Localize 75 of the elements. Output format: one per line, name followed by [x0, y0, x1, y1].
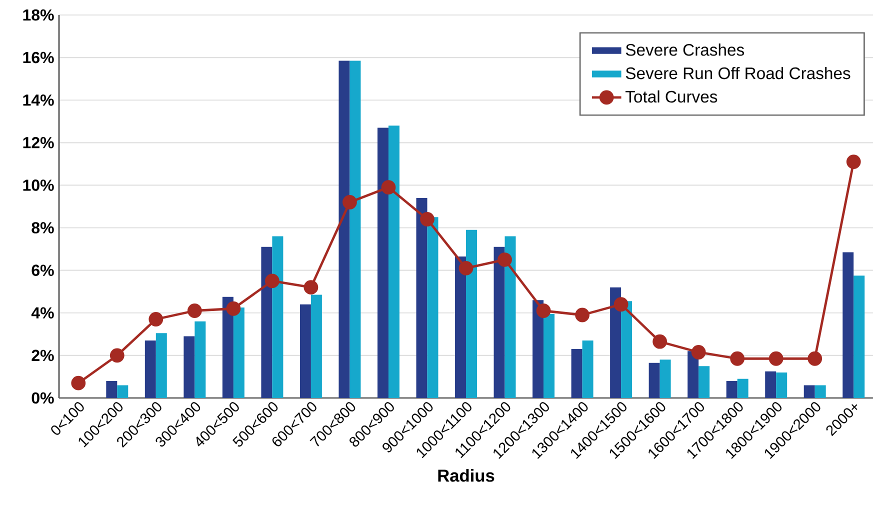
legend-label: Total Curves: [626, 90, 718, 103]
point: [265, 274, 280, 288]
bar: [660, 360, 671, 398]
point: [808, 351, 822, 366]
point: [148, 312, 164, 326]
bar: [814, 385, 826, 398]
point: [730, 351, 745, 366]
bar: [427, 217, 438, 398]
point: [304, 280, 318, 295]
bar: [117, 385, 128, 398]
bar: [610, 287, 622, 398]
point: [575, 308, 590, 322]
bar: [544, 314, 555, 398]
bar: [455, 256, 466, 398]
bar: [300, 304, 311, 398]
point: [614, 297, 628, 312]
bar: [582, 340, 594, 398]
point: [498, 252, 512, 267]
point: [187, 304, 202, 318]
bar: [338, 60, 350, 398]
y-tick-label: 14%: [23, 94, 54, 106]
point: [691, 345, 706, 360]
y-tick-label: 0%: [32, 392, 54, 404]
point: [110, 348, 124, 363]
bar: [184, 336, 195, 398]
bar: [842, 252, 854, 398]
y-tick-label: 18%: [23, 9, 54, 21]
bar: [621, 301, 632, 398]
point: [342, 195, 357, 210]
bar: [571, 349, 582, 398]
bar: [388, 126, 400, 398]
bar: [156, 333, 167, 398]
point: [846, 154, 861, 170]
y-tick-label: 2%: [32, 350, 54, 362]
bar: [737, 378, 748, 398]
point: [226, 301, 241, 316]
legend-label: Severe Run Off Road Crashes: [626, 66, 850, 80]
bar: [726, 380, 738, 398]
point: [381, 180, 396, 195]
bar: [272, 236, 284, 398]
bar: [504, 236, 516, 398]
y-tick-label: 8%: [32, 222, 54, 234]
point: [420, 212, 434, 226]
bar: [532, 300, 544, 398]
bar: [233, 308, 244, 398]
bar: [804, 385, 815, 398]
point: [768, 351, 784, 366]
y-tick-label: 10%: [23, 180, 54, 191]
bar: [494, 246, 505, 398]
bar: [466, 230, 477, 398]
bar: [688, 351, 699, 398]
y-tick-label: 12%: [23, 137, 54, 148]
bar: [222, 296, 234, 398]
bar: [144, 340, 156, 398]
x-axis-title: Radius: [438, 469, 494, 482]
bar: [854, 276, 865, 398]
y-tick-label: 6%: [32, 264, 54, 276]
bar: [310, 294, 322, 398]
bar: [776, 372, 788, 398]
bar: [765, 371, 776, 398]
bar: [416, 198, 428, 398]
bar: [261, 246, 272, 398]
bar: [377, 128, 388, 398]
bar: [648, 362, 660, 398]
point: [71, 376, 86, 390]
legend-label: Severe Crashes: [626, 44, 744, 56]
bar: [106, 380, 118, 398]
point: [536, 304, 551, 318]
y-tick-label: 4%: [31, 307, 54, 319]
y-tick-label: 16%: [23, 52, 54, 64]
bar: [698, 366, 710, 398]
point: [652, 334, 668, 349]
bar: [194, 321, 206, 398]
bar: [350, 60, 361, 398]
point: [458, 260, 474, 276]
